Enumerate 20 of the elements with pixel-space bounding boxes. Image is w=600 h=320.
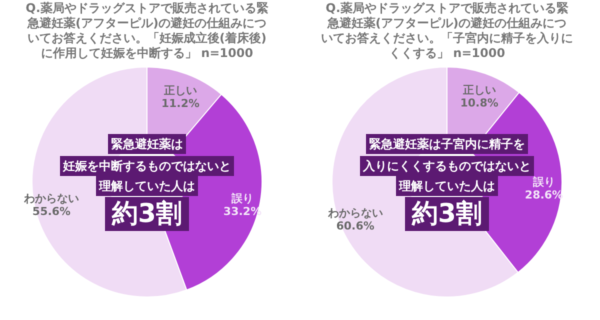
- slice-label: 正しい: [462, 84, 496, 97]
- text: 緊急避妊薬は子宮内に精子を: [369, 137, 525, 151]
- data-label: 60.6%: [336, 220, 374, 233]
- slice-label: 誤り: [532, 176, 555, 189]
- slice-label: わからない: [326, 206, 383, 220]
- chart-title: Q.薬局やドラッグストアで販売されている緊急避妊薬(アフターピル)の避妊の仕組みについてお答えください。「子宮内に精子を入りにくくする」 n=1000: [321, 1, 573, 60]
- data-label: 11.2%: [161, 96, 200, 110]
- text: 理解していた人は: [98, 179, 195, 193]
- text: 約3割: [110, 199, 182, 229]
- text: 妊娠を中断するものではないと: [62, 159, 231, 173]
- text: 緊急避妊薬は: [111, 137, 183, 151]
- slice-label: 誤り: [230, 192, 254, 205]
- chart-title: Q.薬局やドラッグストアで販売されている緊急避妊薬(アフターピル)の避妊の仕組みについてお答えください。「妊娠成立後(着床後)に作用して妊娠を中断する」 n=1000: [26, 1, 268, 60]
- text: 入りにくくするものではないと: [362, 159, 531, 173]
- slice-label: 正しい: [162, 84, 197, 97]
- data-label: 55.6%: [32, 204, 71, 218]
- text: 理解していた人は: [398, 179, 495, 193]
- text: 約3割: [410, 199, 482, 229]
- slice-label: わからない: [22, 192, 79, 205]
- data-label: 10.8%: [460, 96, 498, 110]
